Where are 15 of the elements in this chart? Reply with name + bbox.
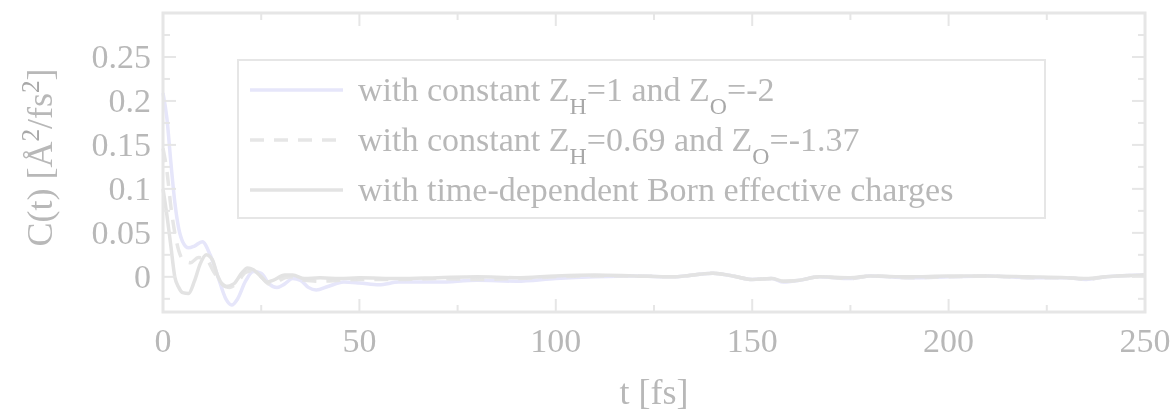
legend-label: with constant Z$_{H}$=0.69 and Z$_{O}$=-1.37 (358, 120, 860, 169)
y-tick-label: 0.25 (91, 37, 151, 75)
legend-label: with constant Z$_{H}$=1 and Z$_{O}$=-2 (358, 70, 775, 119)
x-tick-label: 100 (530, 322, 582, 359)
y-tick-label: 0.1 (108, 169, 151, 207)
x-axis-title: t [fs] (619, 372, 689, 412)
y-tick-label: 0.05 (91, 213, 151, 251)
legend-label: with time-dependent Born effective charges (358, 170, 954, 208)
y-tick-label: 0.2 (108, 81, 151, 119)
x-tick-label: 200 (923, 322, 975, 359)
y-tick-label: 0 (134, 257, 151, 295)
x-tick-label: 50 (342, 322, 377, 359)
x-tick-label: 150 (726, 322, 778, 359)
x-tick-label: 250 (1119, 322, 1171, 359)
y-tick-label: 0.15 (91, 125, 151, 163)
